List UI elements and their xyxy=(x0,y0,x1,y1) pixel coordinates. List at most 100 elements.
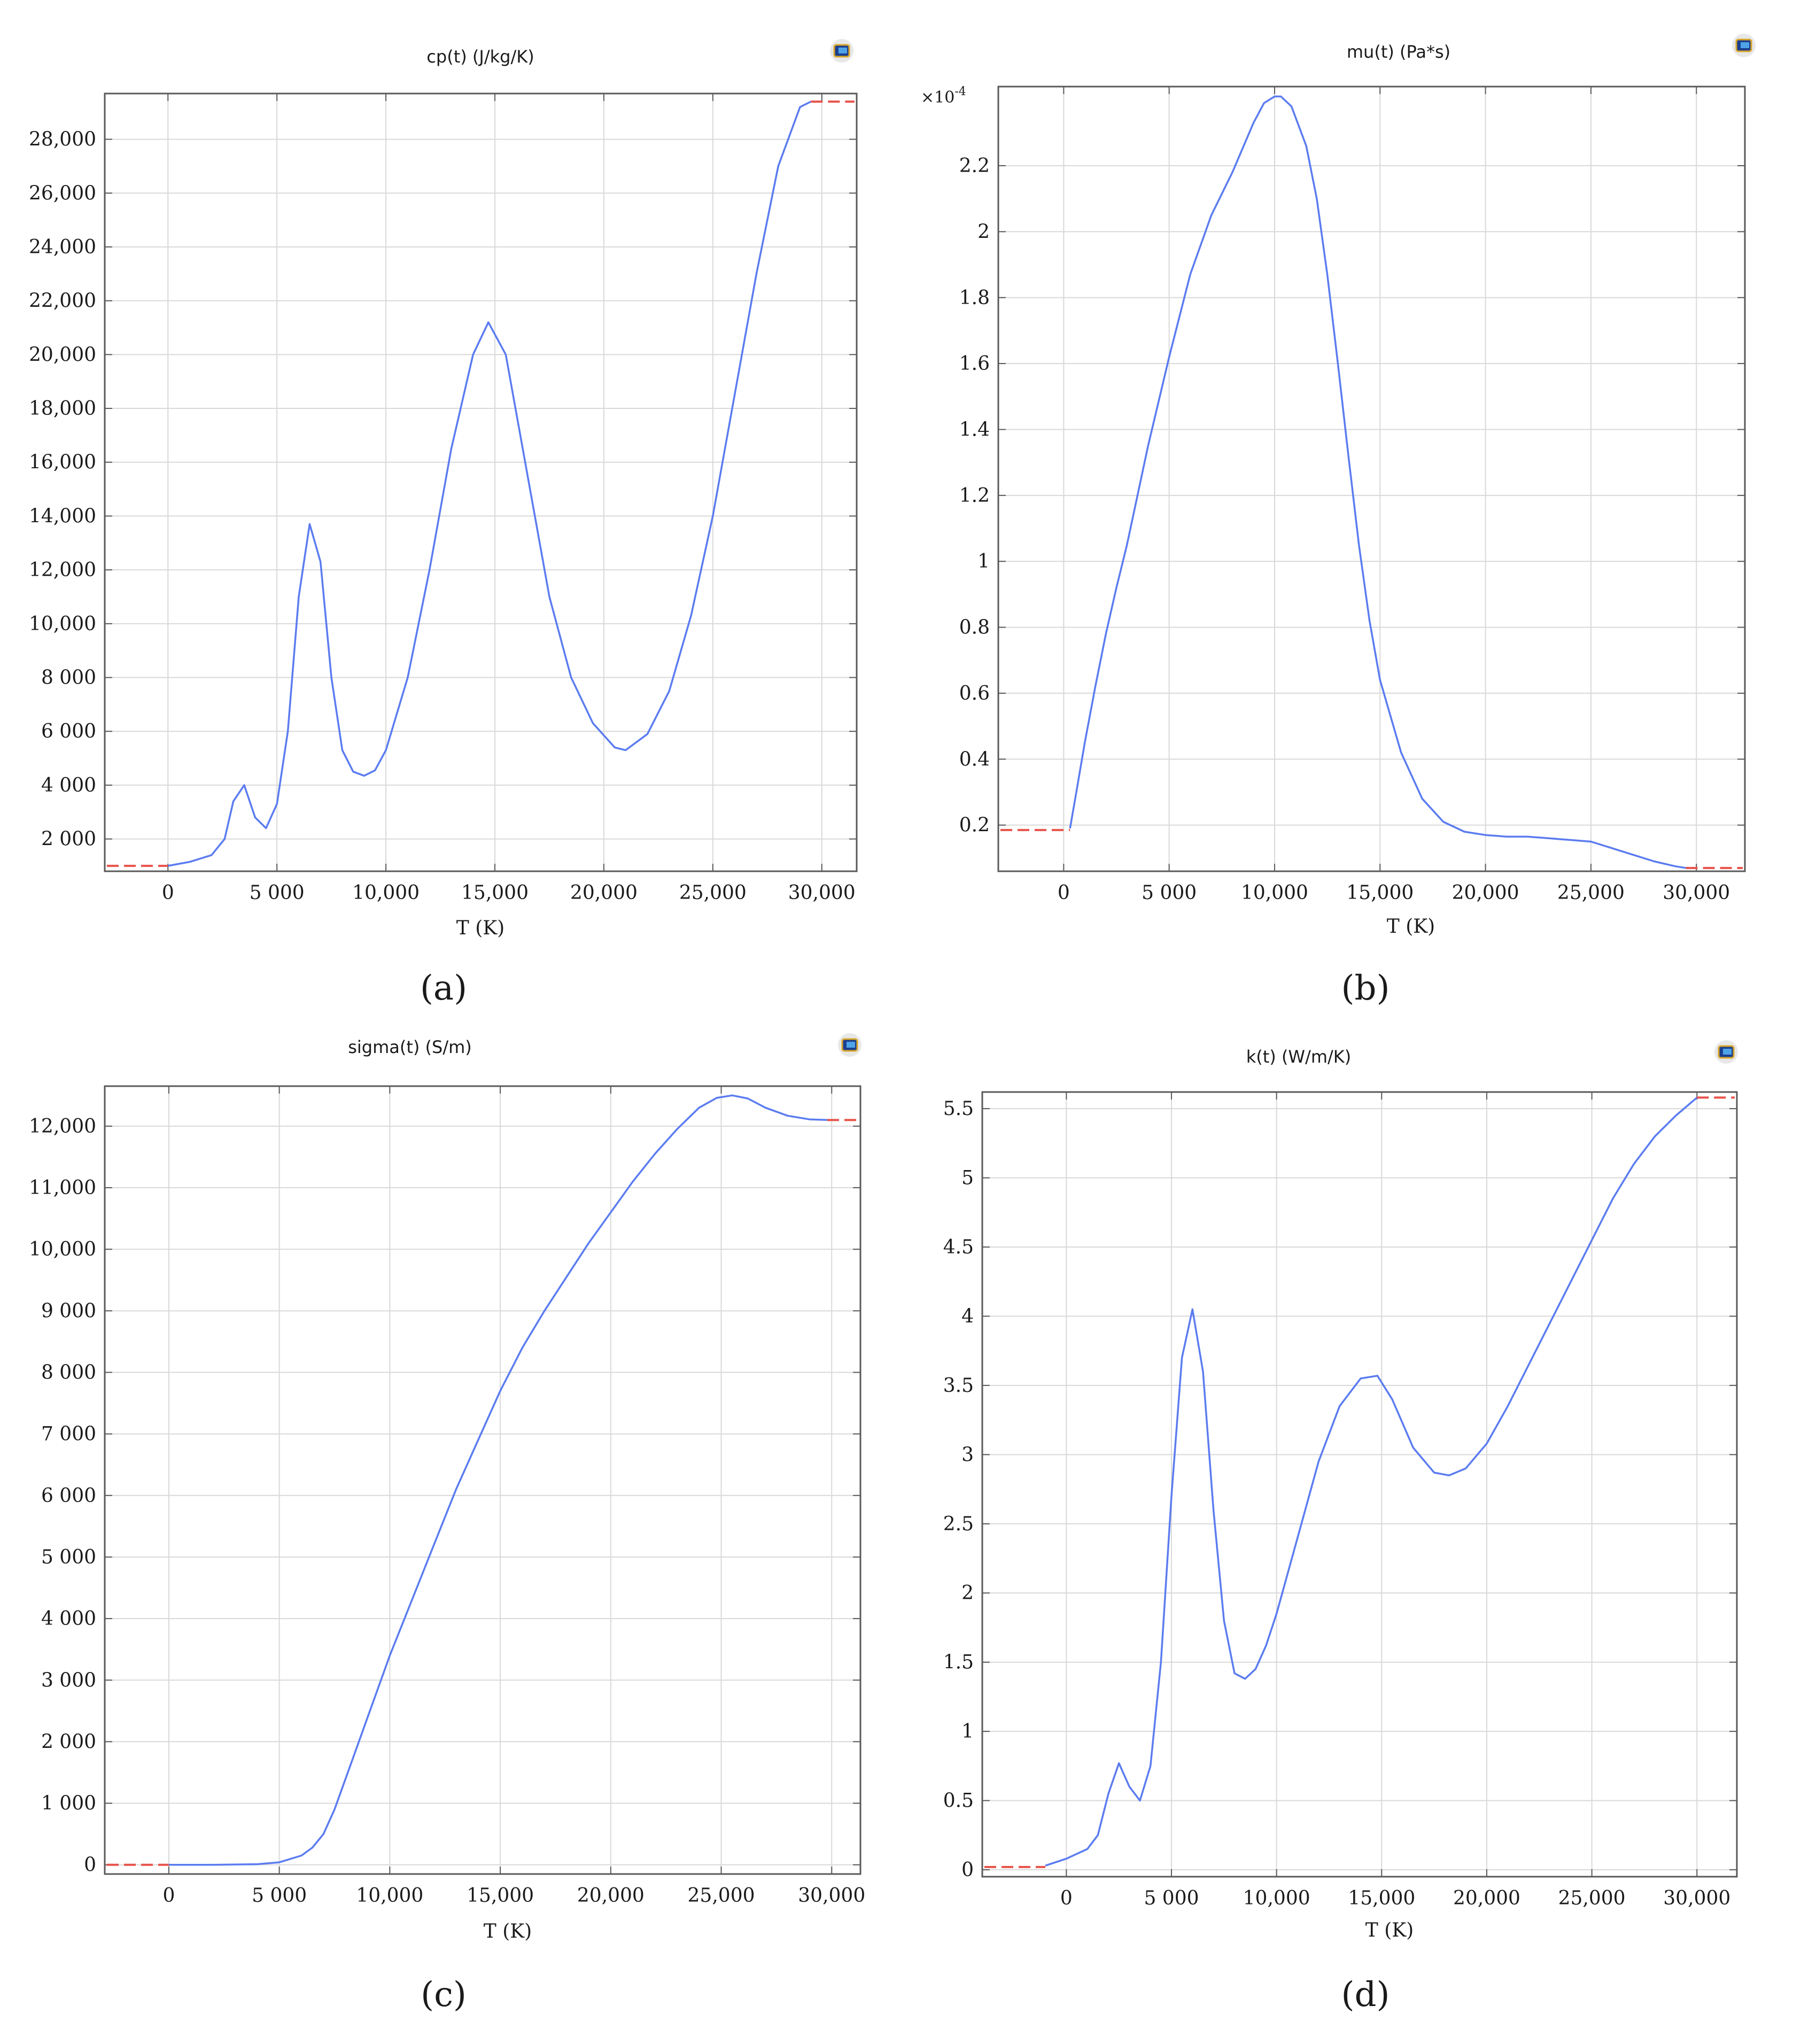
comsol-plot-icon xyxy=(1714,1040,1738,1064)
x-axis-label: T (K) xyxy=(1387,916,1435,938)
x-tick-label: 0 xyxy=(1058,882,1070,904)
x-tick-label: 30,000 xyxy=(788,882,856,904)
y-tick-label: 3 xyxy=(961,1444,974,1466)
comsol-plot-icon xyxy=(1732,34,1756,57)
y-tick-label: 18,000 xyxy=(29,398,96,420)
x-tick-label: 15,000 xyxy=(467,1885,534,1907)
y-tick-label: 10,000 xyxy=(29,1238,96,1260)
y-tick-label: 22,000 xyxy=(29,290,96,312)
gridlines xyxy=(105,1086,860,1874)
x-tick-label: 30,000 xyxy=(1663,882,1730,904)
y-tick-label: 1.5 xyxy=(943,1652,974,1674)
x-tick-label: 30,000 xyxy=(1663,1887,1730,1909)
y-tick-label: 0.5 xyxy=(943,1790,974,1812)
x-tick-label: 5 000 xyxy=(252,1885,307,1907)
y-tick-label: 0 xyxy=(84,1854,96,1876)
chart-panel-mu: mu(t) (Pa*s) T (K) (b) ×10-4 0 5 000 10,00… xyxy=(921,34,1756,1008)
y-tick-label: 3.5 xyxy=(943,1375,974,1397)
x-tick-label: 10,000 xyxy=(356,1885,423,1907)
y-tick-label: 4 000 xyxy=(41,775,96,796)
x-tick-label: 15,000 xyxy=(461,882,529,904)
plot-frame xyxy=(981,1091,1738,1878)
chart-title: k(t) (W/m/K) xyxy=(1246,1047,1352,1067)
x-axis-label: T (K) xyxy=(484,1921,532,1942)
y-tick-label: 2.5 xyxy=(943,1513,974,1535)
y-tick-label: 11,000 xyxy=(29,1177,96,1199)
y-tick-label: 28,000 xyxy=(29,129,96,151)
y-tick-label: 12,000 xyxy=(29,1116,96,1137)
icon-screen xyxy=(1741,42,1749,48)
y-tick-label: 1 000 xyxy=(41,1793,96,1815)
icon-screen xyxy=(839,48,847,53)
x-tick-label: 30,000 xyxy=(798,1885,865,1907)
y-tick-label: 8 000 xyxy=(41,1361,96,1383)
chart-panel-sigma: sigma(t) (S/m) T (K) (c) 0 5 000 10,000 15,… xyxy=(29,1033,865,2015)
x-tick-label: 10,000 xyxy=(1241,882,1308,904)
comsol-plot-icon xyxy=(838,1033,861,1057)
y-tick-label: 20,000 xyxy=(29,344,96,366)
plot-frame xyxy=(104,1085,861,1875)
y-multiplier-exponent: -4 xyxy=(954,85,966,98)
y-tick-label: 8 000 xyxy=(41,667,96,689)
x-tick-label: 10,000 xyxy=(352,882,420,904)
x-tick-label: 10,000 xyxy=(1243,1887,1310,1909)
chart-title: mu(t) (Pa*s) xyxy=(1347,42,1450,62)
y-tick-label: 4 xyxy=(961,1305,974,1327)
x-tick-label: 15,000 xyxy=(1348,1887,1415,1909)
gridlines xyxy=(982,1092,1737,1877)
x-axis-label: T (K) xyxy=(456,917,504,939)
y-tick-label: 16,000 xyxy=(29,452,96,474)
x-tick-label: 5 000 xyxy=(250,882,305,904)
x-tick-label: 25,000 xyxy=(1557,882,1625,904)
chart-panel-cp: cp(t) (J/kg/K) T (K) (a) 0 5 000 10,000 15,… xyxy=(29,39,858,1008)
y-tick-label: 0.8 xyxy=(959,617,990,639)
y-tick-label: 10,000 xyxy=(29,613,96,635)
y-tick-label: 6 000 xyxy=(41,1485,96,1507)
y-tick-label: 1 xyxy=(977,551,990,572)
panel-label: (b) xyxy=(1341,969,1390,1008)
y-tick-label: 3 000 xyxy=(41,1669,96,1691)
y-tick-label: 0 xyxy=(961,1859,974,1881)
y-tick-label: 9 000 xyxy=(41,1300,96,1322)
y-tick-label: 2 xyxy=(961,1582,974,1604)
y-tick-label: 0.6 xyxy=(959,683,990,704)
y-tick-label: 2 xyxy=(977,221,990,243)
panel-label: (a) xyxy=(420,969,467,1008)
comsol-plot-icon xyxy=(830,39,853,63)
y-tick-label: 1.4 xyxy=(959,419,990,440)
y-tick-label: 1.6 xyxy=(959,353,990,375)
x-tick-label: 25,000 xyxy=(679,882,747,904)
panel-label: (c) xyxy=(421,1975,467,2015)
x-tick-label: 15,000 xyxy=(1346,882,1414,904)
x-tick-label: 25,000 xyxy=(1558,1887,1626,1909)
y-tick-label: 1.2 xyxy=(959,485,990,507)
x-tick-label: 5 000 xyxy=(1144,1887,1199,1909)
icon-screen xyxy=(1723,1049,1732,1055)
y-tick-label: 0.4 xyxy=(959,748,990,770)
x-tick-label: 25,000 xyxy=(688,1885,755,1907)
plot-frame xyxy=(997,86,1746,872)
x-tick-label: 20,000 xyxy=(570,882,638,904)
y-tick-label: 26,000 xyxy=(29,182,96,204)
y-tick-label: 1 xyxy=(961,1721,974,1743)
x-tick-label: 0 xyxy=(162,1885,175,1907)
chart-panel-k: k(t) (W/m/K) T (K) (d) 0 5 000 10,000 15,00… xyxy=(943,1040,1738,2015)
y-tick-label: 2 000 xyxy=(41,1731,96,1753)
chart-title: cp(t) (J/kg/K) xyxy=(426,47,534,67)
y-tick-label: 14,000 xyxy=(29,505,96,527)
panel-label: (d) xyxy=(1341,1975,1390,2015)
x-tick-label: 0 xyxy=(162,882,174,904)
y-tick-label: 1.8 xyxy=(959,287,990,309)
y-tick-label: 12,000 xyxy=(29,559,96,581)
y-tick-label: 5.5 xyxy=(943,1098,974,1120)
series-line xyxy=(168,1094,828,1866)
chart-title: sigma(t) (S/m) xyxy=(348,1037,472,1057)
y-multiplier-base: ×10 xyxy=(921,88,954,107)
x-tick-label: 20,000 xyxy=(1452,882,1519,904)
series-line xyxy=(167,100,812,867)
y-tick-label: 6 000 xyxy=(41,721,96,742)
series-line xyxy=(1069,95,1686,869)
x-tick-label: 20,000 xyxy=(577,1885,645,1907)
x-tick-label: 20,000 xyxy=(1453,1887,1520,1909)
